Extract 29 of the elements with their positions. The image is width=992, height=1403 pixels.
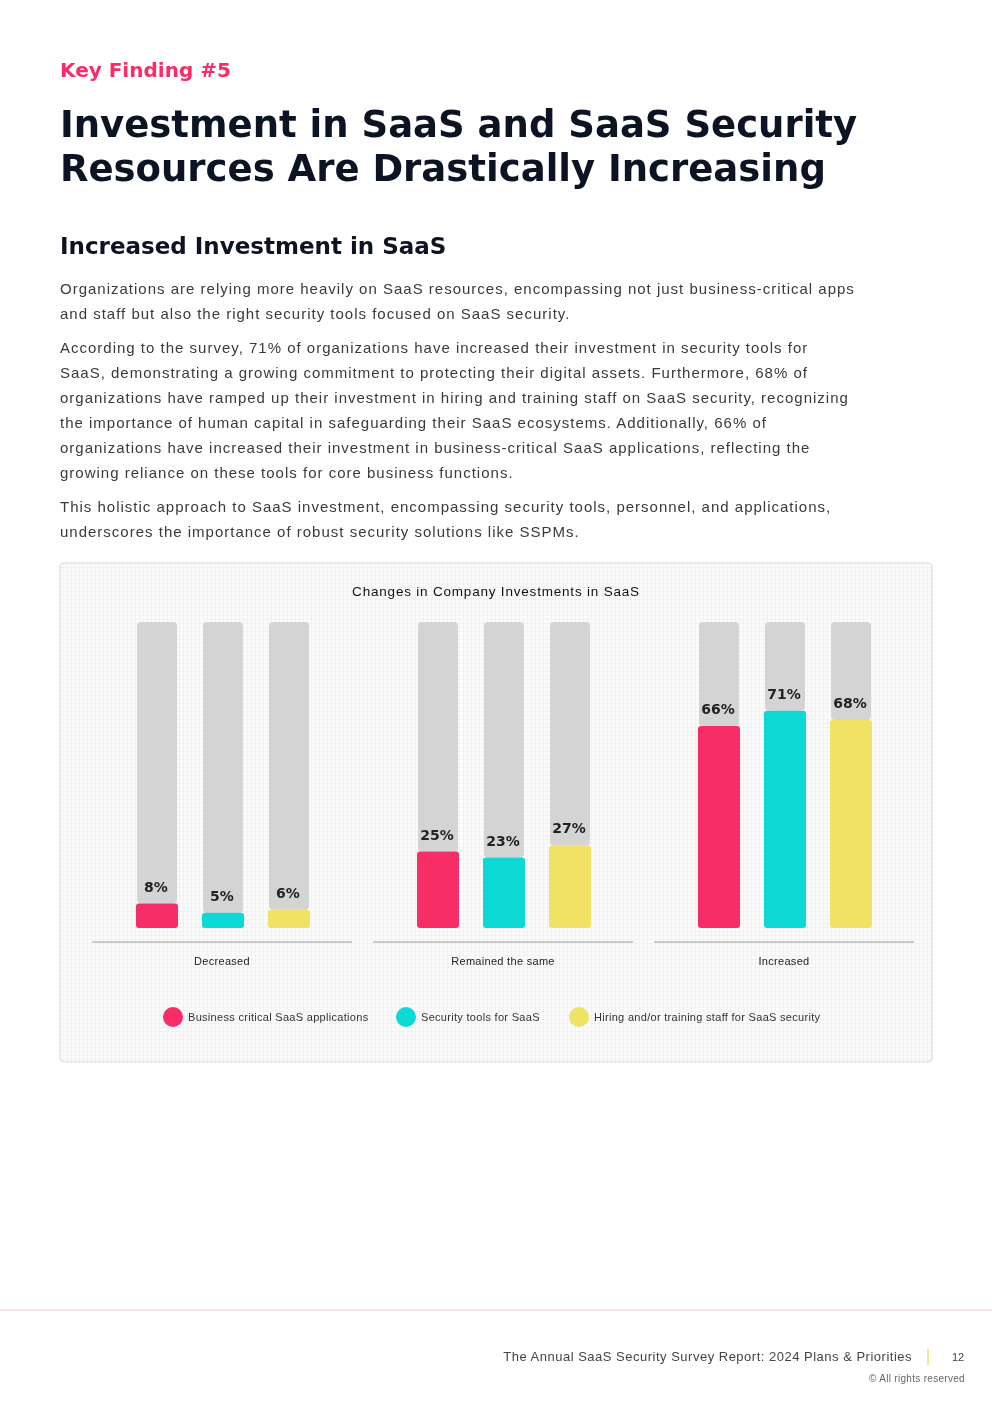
text: © All rights reserved <box>869 1373 965 1384</box>
text: Increased Investment in SaaS <box>60 233 447 259</box>
legend-label: Hiring and/or training staff for SaaS security <box>594 1011 821 1023</box>
legend-label: Business critical SaaS applications <box>188 1011 369 1023</box>
legend-label: Security tools for SaaS <box>421 1011 540 1023</box>
x-tick-label: Increased <box>758 955 810 967</box>
data-label: 71% <box>767 685 801 702</box>
data-label: 5% <box>210 887 234 904</box>
bar <box>136 903 178 928</box>
data-label: 68% <box>833 694 867 711</box>
data-label: 25% <box>420 826 454 843</box>
data-label: 8% <box>144 878 168 895</box>
x-tick-label: Decreased <box>194 955 250 967</box>
text: 12 <box>951 1351 965 1363</box>
data-label: 6% <box>276 884 300 901</box>
x-tick-label: Remained the same <box>451 955 555 967</box>
bar <box>202 912 244 928</box>
bar <box>483 857 525 928</box>
data-label: 23% <box>486 832 520 849</box>
data-label: 66% <box>701 701 735 718</box>
text: Key Finding #5 <box>60 58 231 82</box>
data-label: 27% <box>552 820 586 837</box>
bar <box>268 909 310 928</box>
text: Investment in SaaS and SaaS Security Resources Are Drastically Increasing <box>60 103 858 190</box>
text: This holistic approach to SaaS investment, encompassing security tools, personnel, and applications, underscores the importance of robust security solutions like SSPMs. <box>60 498 832 540</box>
text: The Annual SaaS Security Survey Report: 2024 Plans & Priorities <box>503 1349 912 1364</box>
text: According to the survey, 71% of organizations have increased their investment in security tools for SaaS, demonstrating a growing commitment to protecting their digital assets. Furthermore, 68% of organizations have ramped up their investment in hiring and training staff on SaaS security, recognizing the importance of human capital in safeguarding their SaaS ecosystems. Additionally, 66% of organizations have increased their investment in business-critical SaaS applications, reflecting the growing reliance on these tools for core business functions. <box>60 339 849 481</box>
chart-title: Changes in Company Investments in SaaS <box>352 584 640 599</box>
text: Organizations are relying more heavily on SaaS resources, encompassing not just business-critical apps and staff but also the right security tools focused on SaaS security. <box>60 280 855 322</box>
